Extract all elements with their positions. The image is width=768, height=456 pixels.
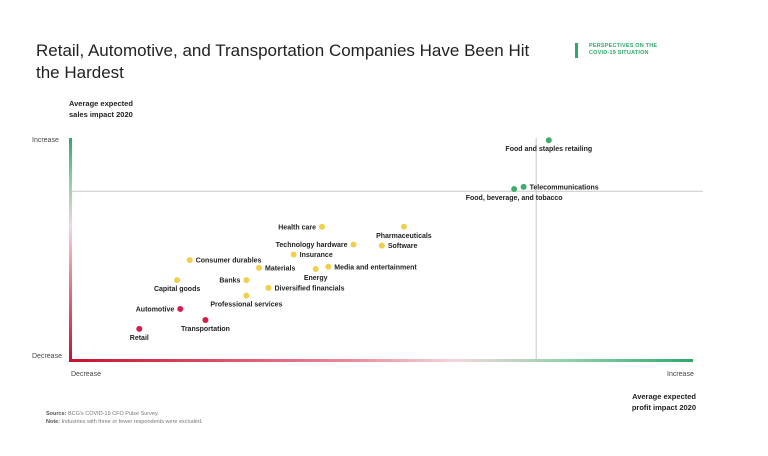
point-health-care bbox=[319, 223, 325, 230]
label-transportation: Transportation bbox=[181, 326, 230, 333]
label-telecommunications: Telecommunications bbox=[530, 184, 599, 191]
label-retail: Retail bbox=[130, 335, 149, 342]
point-pharmaceuticals bbox=[400, 223, 407, 230]
point-retail bbox=[136, 325, 143, 332]
point-banks bbox=[243, 277, 250, 284]
point-food-beverage-and-tobacco bbox=[511, 186, 518, 193]
y-axis-low-label: Decrease bbox=[32, 353, 62, 360]
x-axis-low-label: Decrease bbox=[71, 371, 101, 378]
y-axis-high-label: Increase bbox=[32, 137, 59, 144]
label-food-and-staples-retailing: Food and staples retailing bbox=[505, 146, 592, 153]
point-software bbox=[378, 242, 385, 249]
source-text: BCG's COVID-19 CFO Pulse Survey. bbox=[68, 411, 159, 417]
label-materials: Materials bbox=[265, 265, 295, 272]
label-technology-hardware: Technology hardware bbox=[276, 242, 348, 249]
label-automotive: Automotive bbox=[136, 306, 175, 313]
badge-accent-bar bbox=[575, 43, 578, 58]
label-pharmaceuticals: Pharmaceuticals bbox=[376, 233, 432, 240]
source-line: Source: BCG's COVID-19 CFO Pulse Survey. bbox=[46, 410, 446, 418]
source-label: Source: bbox=[46, 411, 67, 417]
chart-title: Retail, Automotive, and Transportation C… bbox=[36, 41, 530, 82]
point-automotive bbox=[177, 305, 184, 312]
note-line: Note: Industries with three or fewer res… bbox=[46, 418, 446, 426]
point-materials bbox=[256, 264, 262, 271]
point-diversified-financials bbox=[265, 284, 272, 291]
label-professional-services: Professional services bbox=[210, 302, 282, 309]
y-axis-title: Average expected sales impact 2020 bbox=[69, 98, 179, 120]
source-note: Source: BCG's COVID-19 CFO Pulse Survey.… bbox=[46, 410, 446, 426]
label-media-and-entertainment: Media and entertainment bbox=[334, 264, 417, 271]
badge-line-1: PERSPECTIVES ON THE bbox=[589, 43, 658, 49]
point-energy bbox=[312, 265, 319, 272]
point-professional-services bbox=[243, 292, 250, 299]
x-axis-title-line-2: profit impact 2020 bbox=[631, 403, 696, 412]
point-food-and-staples-retailing bbox=[545, 137, 552, 144]
label-insurance: Insurance bbox=[300, 252, 333, 259]
y-axis-title-line-1: Average expected bbox=[69, 99, 133, 108]
label-energy: Energy bbox=[304, 275, 328, 282]
label-software: Software bbox=[388, 243, 418, 250]
label-banks: Banks bbox=[219, 278, 240, 285]
note-label: Note: bbox=[46, 419, 61, 425]
x-axis-title: Average expected profit impact 2020 bbox=[586, 391, 696, 413]
label-diversified-financials: Diversified financials bbox=[274, 285, 344, 292]
point-consumer-durables bbox=[186, 257, 193, 264]
badge-line-2: COVID-19 SITUATION bbox=[589, 50, 649, 56]
x-axis-high-label: Increase bbox=[667, 371, 694, 378]
y-axis bbox=[69, 138, 72, 361]
note-text: Industries with three or fewer responden… bbox=[61, 419, 203, 425]
x-axis bbox=[69, 359, 693, 362]
point-technology-hardware bbox=[350, 241, 357, 248]
badge: PERSPECTIVES ON THE COVID-19 SITUATION bbox=[589, 43, 699, 57]
point-insurance bbox=[290, 251, 297, 258]
label-health-care: Health care bbox=[278, 224, 316, 231]
point-capital-goods bbox=[174, 277, 181, 284]
point-transportation bbox=[202, 317, 209, 324]
label-consumer-durables: Consumer durables bbox=[196, 258, 262, 265]
point-telecommunications bbox=[520, 183, 527, 190]
y-axis-title-line-2: sales impact 2020 bbox=[69, 110, 133, 119]
x-axis-title-line-1: Average expected bbox=[632, 392, 696, 401]
label-capital-goods: Capital goods bbox=[154, 286, 200, 293]
point-media-and-entertainment bbox=[325, 263, 332, 270]
label-food-beverage-and-tobacco: Food, beverage, and tobacco bbox=[466, 195, 563, 202]
